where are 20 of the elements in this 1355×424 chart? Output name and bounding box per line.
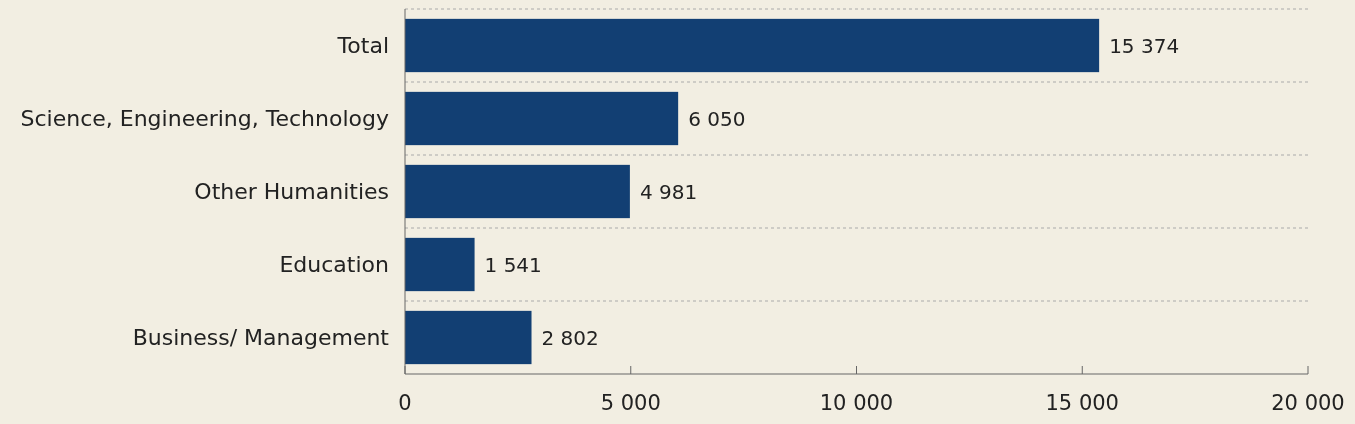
- y-tick-label: Total: [336, 33, 389, 59]
- y-tick-label: Education: [279, 252, 389, 278]
- x-tick-label: 20 000: [1271, 391, 1345, 415]
- data-label: 4 981: [639, 179, 698, 204]
- y-tick-label: Other Humanities: [194, 179, 389, 205]
- x-tick-label: 0: [398, 391, 412, 415]
- data-label: 6 050: [688, 106, 746, 131]
- bar: [405, 91, 679, 146]
- bar: [405, 237, 475, 292]
- bar: [405, 18, 1100, 73]
- data-label: 1 541: [484, 252, 542, 277]
- data-label: 2 802: [541, 325, 599, 350]
- x-tick-label: 5 000: [600, 391, 661, 415]
- x-tick-label: 15 000: [1045, 391, 1119, 415]
- y-tick-label: Business/ Management: [132, 325, 390, 351]
- y-tick-label: Science, Engineering, Technology: [20, 106, 389, 132]
- data-label: 15 374: [1109, 33, 1180, 58]
- bar: [405, 310, 532, 365]
- x-tick-label: 10 000: [819, 391, 894, 415]
- bar: [405, 164, 630, 219]
